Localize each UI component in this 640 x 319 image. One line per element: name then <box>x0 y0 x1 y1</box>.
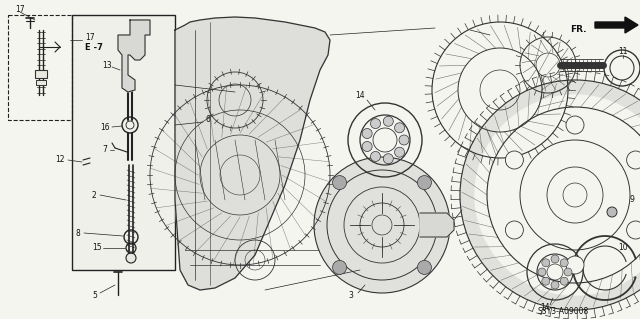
Circle shape <box>314 157 450 293</box>
Bar <box>36 80 46 85</box>
Circle shape <box>506 151 524 169</box>
Polygon shape <box>595 17 638 33</box>
Circle shape <box>383 154 394 164</box>
Circle shape <box>333 260 347 274</box>
Text: 17: 17 <box>85 33 95 42</box>
Circle shape <box>538 268 546 276</box>
Circle shape <box>564 268 572 276</box>
Text: FR.: FR. <box>570 26 587 34</box>
Text: 3: 3 <box>348 291 353 300</box>
Circle shape <box>371 152 381 161</box>
Polygon shape <box>118 20 150 92</box>
Text: 1: 1 <box>508 174 513 182</box>
Circle shape <box>333 175 347 189</box>
Circle shape <box>551 281 559 289</box>
Text: 4: 4 <box>638 151 640 160</box>
Bar <box>35 70 47 78</box>
Text: 17: 17 <box>15 5 24 14</box>
Circle shape <box>542 259 550 267</box>
Circle shape <box>383 116 394 126</box>
Text: 16: 16 <box>100 122 109 131</box>
Bar <box>72 15 175 270</box>
Circle shape <box>542 277 550 285</box>
Circle shape <box>394 123 404 133</box>
Text: 7: 7 <box>102 145 107 154</box>
Text: 12: 12 <box>55 155 65 165</box>
Polygon shape <box>460 80 640 310</box>
Text: 2: 2 <box>92 190 97 199</box>
Text: 6: 6 <box>205 115 210 124</box>
Circle shape <box>627 221 640 239</box>
Text: 8: 8 <box>75 228 80 238</box>
Bar <box>8 15 72 120</box>
Circle shape <box>506 221 524 239</box>
Circle shape <box>551 255 559 263</box>
Circle shape <box>126 253 136 263</box>
Circle shape <box>607 207 617 217</box>
Text: S3Y3-A09008: S3Y3-A09008 <box>538 307 589 315</box>
Text: 5: 5 <box>92 291 97 300</box>
Text: 9: 9 <box>630 196 635 204</box>
Circle shape <box>371 119 381 129</box>
Circle shape <box>399 135 409 145</box>
Circle shape <box>566 256 584 274</box>
Circle shape <box>627 151 640 169</box>
Circle shape <box>560 259 568 267</box>
Circle shape <box>417 260 431 274</box>
Polygon shape <box>475 95 640 295</box>
Circle shape <box>566 116 584 134</box>
Text: 14: 14 <box>540 303 550 313</box>
Text: 15: 15 <box>92 243 102 253</box>
Circle shape <box>417 175 431 189</box>
Text: 11: 11 <box>618 48 627 56</box>
Text: E -7: E -7 <box>85 43 103 53</box>
Circle shape <box>560 277 568 285</box>
Text: 10: 10 <box>618 243 628 253</box>
Circle shape <box>394 147 404 157</box>
Text: 14: 14 <box>355 91 365 100</box>
Circle shape <box>362 142 372 152</box>
Polygon shape <box>420 213 454 237</box>
Circle shape <box>362 129 372 138</box>
Text: 13: 13 <box>102 61 111 70</box>
Polygon shape <box>175 17 330 290</box>
